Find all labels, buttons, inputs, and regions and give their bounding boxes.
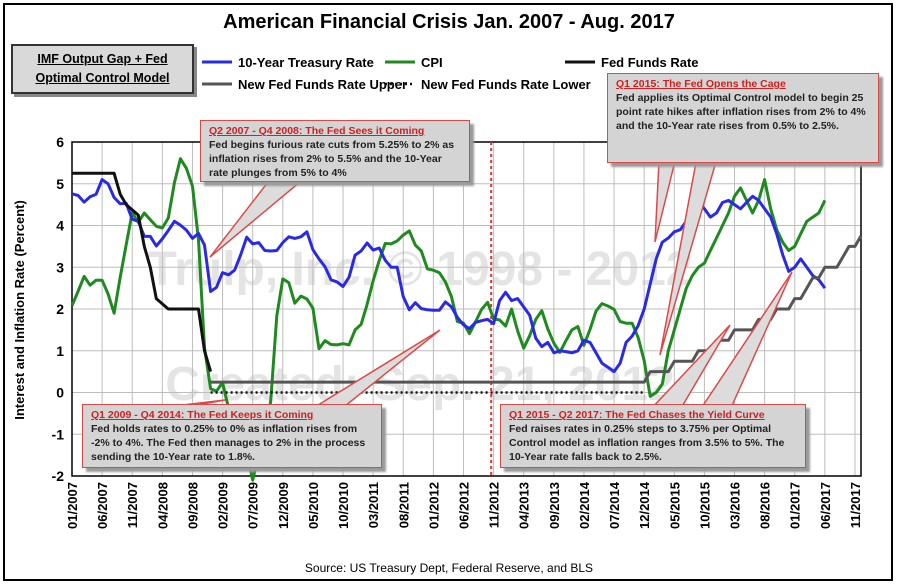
callout-pointer-4a	[698, 271, 793, 411]
x-tick-label: 08/2016	[758, 482, 773, 529]
callout-body: Fed raises rates in 0.25% steps to 3.75%…	[509, 423, 785, 463]
x-tick-label: 03/2016	[728, 482, 743, 529]
callout-body: Fed begins furious rate cuts from 5.25% …	[209, 139, 455, 179]
y-axis-ticks: 6 5 4 3 2 1 0 -1 -2	[52, 134, 65, 484]
watermark-line2: Created: Sep. 21, 2012	[165, 358, 675, 411]
x-tick-label: 10/2015	[697, 482, 712, 529]
x-tick-label: 01/2012	[426, 482, 441, 529]
y-tick-label: 5	[56, 176, 64, 192]
x-tick-label: 09/2008	[185, 482, 200, 529]
x-tick-label: 03/2011	[366, 482, 381, 528]
callout-title: Q1 2015: The Fed Opens the Cage	[616, 78, 786, 90]
x-tick-label: 12/2009	[276, 482, 291, 529]
x-tick-label: 07/2014	[607, 481, 622, 529]
x-axis-ticks: 01/2007 06/2007 11/2007 04/2008 09/2008 02/20…	[65, 481, 863, 529]
legend-label-treasury: 10-Year Treasury Rate	[238, 55, 374, 70]
x-tick-label: 05/2010	[306, 482, 321, 529]
callout-title: Q1 2015 - Q2 2017: The Fed Chases the Yi…	[509, 409, 765, 421]
x-tick-label: 06/2012	[456, 482, 471, 529]
y-axis-label: Interest and Inflation Rate (Percent)	[12, 200, 27, 420]
y-tick-label: 2	[56, 301, 64, 317]
callout-body: Fed applies its Optimal Control model to…	[616, 92, 866, 132]
x-tick-label: 04/2008	[155, 482, 170, 529]
callout-title: Q1 2009 - Q4 2014: The Fed Keeps it Comi…	[91, 409, 314, 421]
x-tick-label: 02/2009	[216, 482, 231, 529]
callout-pointer-1	[209, 181, 303, 258]
callout-body: Fed holds rates to 0.25% to 0% as inflat…	[91, 423, 366, 463]
callout-fed-chases-yield-curve: Q1 2015 - Q2 2017: The Fed Chases the Yi…	[500, 404, 806, 468]
y-tick-label: 0	[56, 385, 64, 401]
source-note: Source: US Treasury Dept, Federal Reserv…	[305, 561, 593, 575]
y-tick-label: 1	[56, 343, 64, 359]
y-tick-label: 3	[56, 259, 64, 275]
callout-fed-sees-it-coming: Q2 2007 - Q4 2008: The Fed Sees it Comin…	[200, 120, 470, 182]
watermark: Trulp, Inc. © 1998 - 2012 Created: Sep. …	[148, 243, 693, 411]
chart-title: American Financial Crisis Jan. 2007 - Au…	[223, 11, 675, 33]
x-tick-label: 09/2013	[547, 482, 562, 529]
x-tick-label: 08/2011	[396, 482, 411, 528]
series-line-fed-funds-rate	[72, 171, 213, 373]
callout-fed-opens-the-cage: Q1 2015: The Fed Opens the Cage Fed appl…	[607, 73, 879, 163]
legend-label-cpi: CPI	[421, 55, 443, 70]
legend-label-upper: New Fed Funds Rate Upper	[238, 77, 407, 92]
y-tick-label: 6	[56, 134, 64, 150]
x-tick-label: 07/2009	[246, 482, 261, 529]
x-tick-label: 04/2013	[517, 482, 532, 529]
x-tick-label: 11/2012	[487, 482, 502, 528]
x-tick-label: 06/2007	[95, 482, 110, 529]
y-tick-label: 4	[56, 218, 64, 234]
model-label-line2: Optimal Control Model	[35, 71, 170, 85]
series-line-cpi	[70, 157, 827, 482]
x-tick-label: 06/2017	[818, 482, 833, 529]
x-tick-label: 11/2017	[848, 482, 863, 528]
model-label-box: IMF Output Gap + Fed Optimal Control Mod…	[11, 44, 194, 94]
y-tick-label: -2	[52, 468, 65, 484]
x-tick-label: 12/2014	[637, 481, 652, 529]
x-tick-label: 10/2010	[336, 482, 351, 529]
x-tick-label: 11/2007	[125, 482, 140, 528]
x-tick-label: 01/2007	[65, 482, 80, 529]
callout-pointers	[139, 140, 793, 411]
x-tick-label: 02/2014	[577, 481, 592, 529]
x-tick-label: 05/2015	[667, 482, 682, 529]
y-tick-label: -1	[52, 426, 65, 442]
x-tick-label: 01/2017	[788, 482, 803, 529]
callout-title: Q2 2007 - Q4 2008: The Fed Sees it Comin…	[209, 125, 425, 137]
legend: 10-Year Treasury Rate CPI Fed Funds Rate…	[202, 55, 699, 92]
legend-label-lower: New Fed Funds Rate Lower	[421, 77, 591, 92]
callout-fed-keeps-it-coming: Q1 2009 - Q4 2014: The Fed Keeps it Comi…	[82, 404, 382, 468]
legend-label-fed-funds: Fed Funds Rate	[601, 55, 699, 70]
model-label-line1: IMF Output Gap + Fed	[37, 52, 168, 66]
